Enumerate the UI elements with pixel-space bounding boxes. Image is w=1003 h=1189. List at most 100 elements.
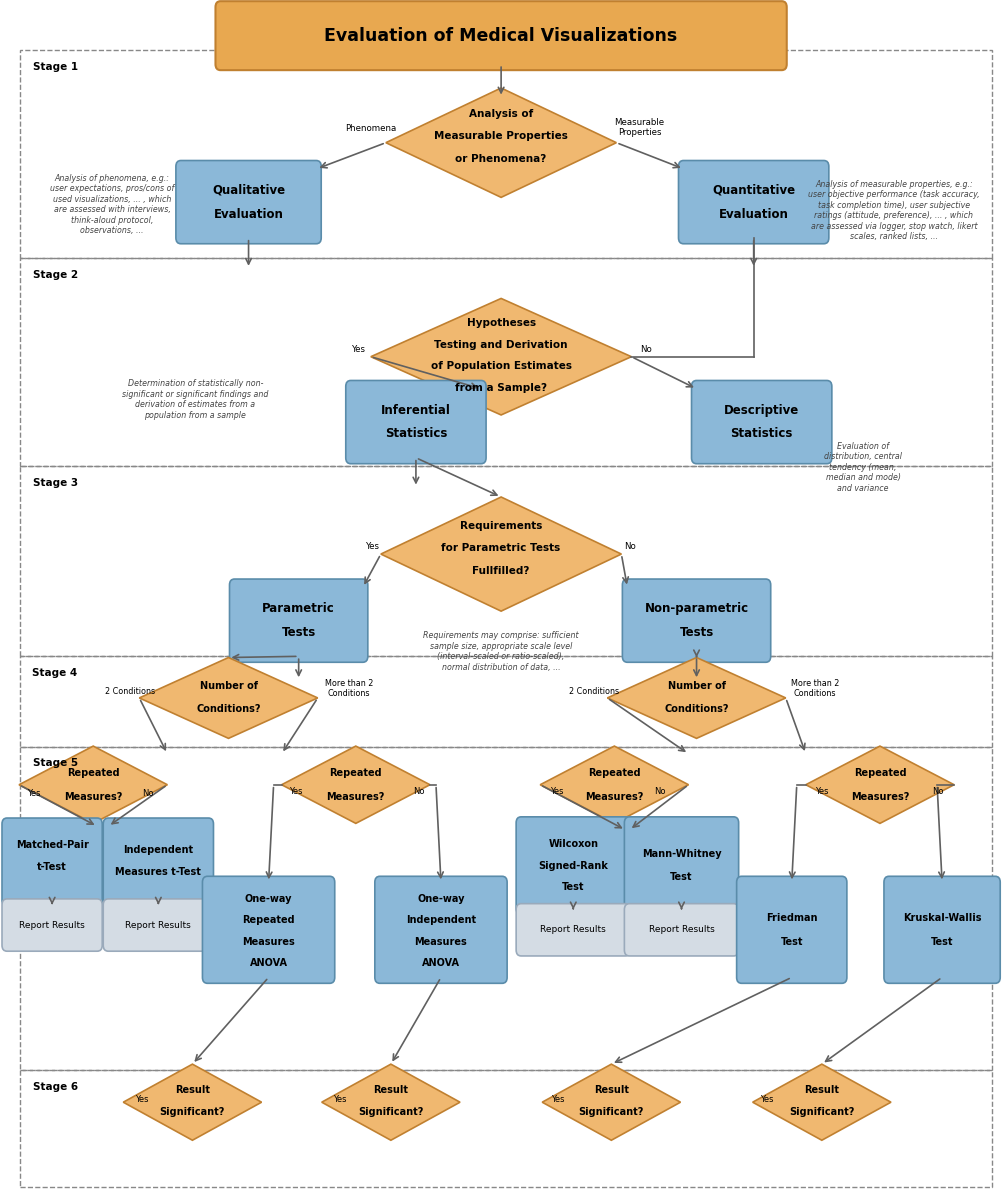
FancyBboxPatch shape <box>176 161 321 244</box>
Text: Result: Result <box>593 1086 628 1095</box>
Text: Result: Result <box>175 1086 210 1095</box>
Bar <box>20 656 991 747</box>
Text: 2 Conditions: 2 Conditions <box>105 687 155 697</box>
Text: One-way: One-way <box>417 894 464 904</box>
Text: Repeated: Repeated <box>588 768 640 778</box>
Text: Measures?: Measures? <box>850 792 909 801</box>
Text: Kruskal-Wallis: Kruskal-Wallis <box>902 913 980 923</box>
Text: More than 2
Conditions: More than 2 Conditions <box>789 679 839 698</box>
Text: Matched-Pair: Matched-Pair <box>16 841 88 850</box>
Text: Evaluation of Medical Visualizations: Evaluation of Medical Visualizations <box>324 26 677 45</box>
Text: Measures?: Measures? <box>585 792 643 801</box>
Text: Yes: Yes <box>289 787 302 797</box>
FancyBboxPatch shape <box>2 818 102 906</box>
Text: Measurable
Properties: Measurable Properties <box>614 118 664 137</box>
Text: t-Test: t-Test <box>37 862 67 872</box>
Text: Report Results: Report Results <box>540 925 606 935</box>
FancyBboxPatch shape <box>2 899 102 951</box>
FancyBboxPatch shape <box>516 904 630 956</box>
Text: Report Results: Report Results <box>125 920 191 930</box>
Text: No: No <box>653 787 665 797</box>
FancyBboxPatch shape <box>516 817 630 914</box>
Text: No: No <box>413 787 424 797</box>
Text: Determination of statistically non-
significant or significant findings and
deri: Determination of statistically non- sign… <box>122 379 269 420</box>
Polygon shape <box>380 497 621 611</box>
Text: Yes: Yes <box>333 1095 346 1105</box>
Text: One-way: One-way <box>245 894 292 904</box>
Polygon shape <box>752 1064 890 1140</box>
Bar <box>20 466 991 656</box>
Text: Wilcoxon: Wilcoxon <box>548 839 598 849</box>
Text: Significant?: Significant? <box>159 1107 225 1116</box>
Text: Statistics: Statistics <box>730 428 792 440</box>
FancyBboxPatch shape <box>883 876 999 983</box>
Text: Yes: Yes <box>351 345 365 354</box>
Text: More than 2
Conditions: More than 2 Conditions <box>324 679 372 698</box>
Bar <box>20 50 991 258</box>
Text: Yes: Yes <box>551 1095 564 1105</box>
Text: Friedman: Friedman <box>765 913 816 923</box>
Text: Measures t-Test: Measures t-Test <box>115 867 201 876</box>
Text: Test: Test <box>930 937 953 946</box>
Text: Number of: Number of <box>667 681 725 691</box>
FancyBboxPatch shape <box>691 380 831 464</box>
Bar <box>20 1070 991 1187</box>
Text: No: No <box>640 345 652 354</box>
Text: No: No <box>624 542 636 552</box>
Text: Statistics: Statistics <box>384 428 446 440</box>
Text: Requirements may comprise: sufficient
sample size, appropriate scale level
(inte: Requirements may comprise: sufficient sa… <box>423 631 579 672</box>
Text: Measures: Measures <box>242 937 295 946</box>
Text: ANOVA: ANOVA <box>421 958 459 968</box>
FancyBboxPatch shape <box>736 876 847 983</box>
Text: Yes: Yes <box>759 1095 773 1105</box>
Text: Measures?: Measures? <box>326 792 384 801</box>
Text: Conditions?: Conditions? <box>196 704 261 713</box>
Text: Number of: Number of <box>200 681 257 691</box>
FancyBboxPatch shape <box>624 904 738 956</box>
Polygon shape <box>139 658 317 738</box>
Polygon shape <box>370 298 631 415</box>
Text: Significant?: Significant? <box>358 1107 423 1116</box>
Text: Evaluation of
distribution, central
tendency (mean,
median and mode)
and varianc: Evaluation of distribution, central tend… <box>823 442 901 492</box>
Text: Result: Result <box>803 1086 839 1095</box>
Text: Testing and Derivation: Testing and Derivation <box>434 340 568 350</box>
Text: Repeated: Repeated <box>329 768 382 778</box>
Polygon shape <box>385 88 616 197</box>
Text: Fullfilled?: Fullfilled? <box>472 566 530 575</box>
Text: Stage 2: Stage 2 <box>32 270 77 279</box>
Bar <box>20 747 991 1070</box>
Polygon shape <box>805 747 953 823</box>
Polygon shape <box>321 1064 459 1140</box>
Text: ANOVA: ANOVA <box>250 958 287 968</box>
Text: Yes: Yes <box>365 542 379 552</box>
Text: Conditions?: Conditions? <box>664 704 728 713</box>
Text: Analysis of measurable properties, e.g.:
user objective performance (task accura: Analysis of measurable properties, e.g.:… <box>807 180 979 241</box>
Text: Analysis of phenomena, e.g.:
user expectations, pros/cons of
used visualizations: Analysis of phenomena, e.g.: user expect… <box>50 174 175 235</box>
FancyBboxPatch shape <box>103 899 214 951</box>
Text: Significant?: Significant? <box>578 1107 643 1116</box>
FancyBboxPatch shape <box>374 876 507 983</box>
Polygon shape <box>542 1064 680 1140</box>
Text: Stage 6: Stage 6 <box>32 1082 77 1092</box>
Text: Test: Test <box>670 873 692 882</box>
Text: Result: Result <box>373 1086 408 1095</box>
Text: Significant?: Significant? <box>788 1107 854 1116</box>
Bar <box>20 258 991 466</box>
Text: from a Sample?: from a Sample? <box>454 383 547 392</box>
Text: Measures?: Measures? <box>64 792 122 801</box>
Text: Repeated: Repeated <box>67 768 119 778</box>
FancyBboxPatch shape <box>624 817 738 914</box>
FancyBboxPatch shape <box>622 579 770 662</box>
Text: Repeated: Repeated <box>242 916 295 925</box>
Text: Quantitative: Quantitative <box>711 184 794 196</box>
Text: Evaluation: Evaluation <box>718 208 787 220</box>
Text: Independent: Independent <box>123 845 194 855</box>
Text: Hypotheses: Hypotheses <box>466 319 536 328</box>
Text: Stage 3: Stage 3 <box>32 478 77 487</box>
Text: Report Results: Report Results <box>648 925 714 935</box>
Text: No: No <box>932 787 943 797</box>
Text: Phenomena: Phenomena <box>345 124 396 133</box>
FancyBboxPatch shape <box>678 161 828 244</box>
Text: Evaluation: Evaluation <box>214 208 283 220</box>
FancyBboxPatch shape <box>103 818 214 906</box>
